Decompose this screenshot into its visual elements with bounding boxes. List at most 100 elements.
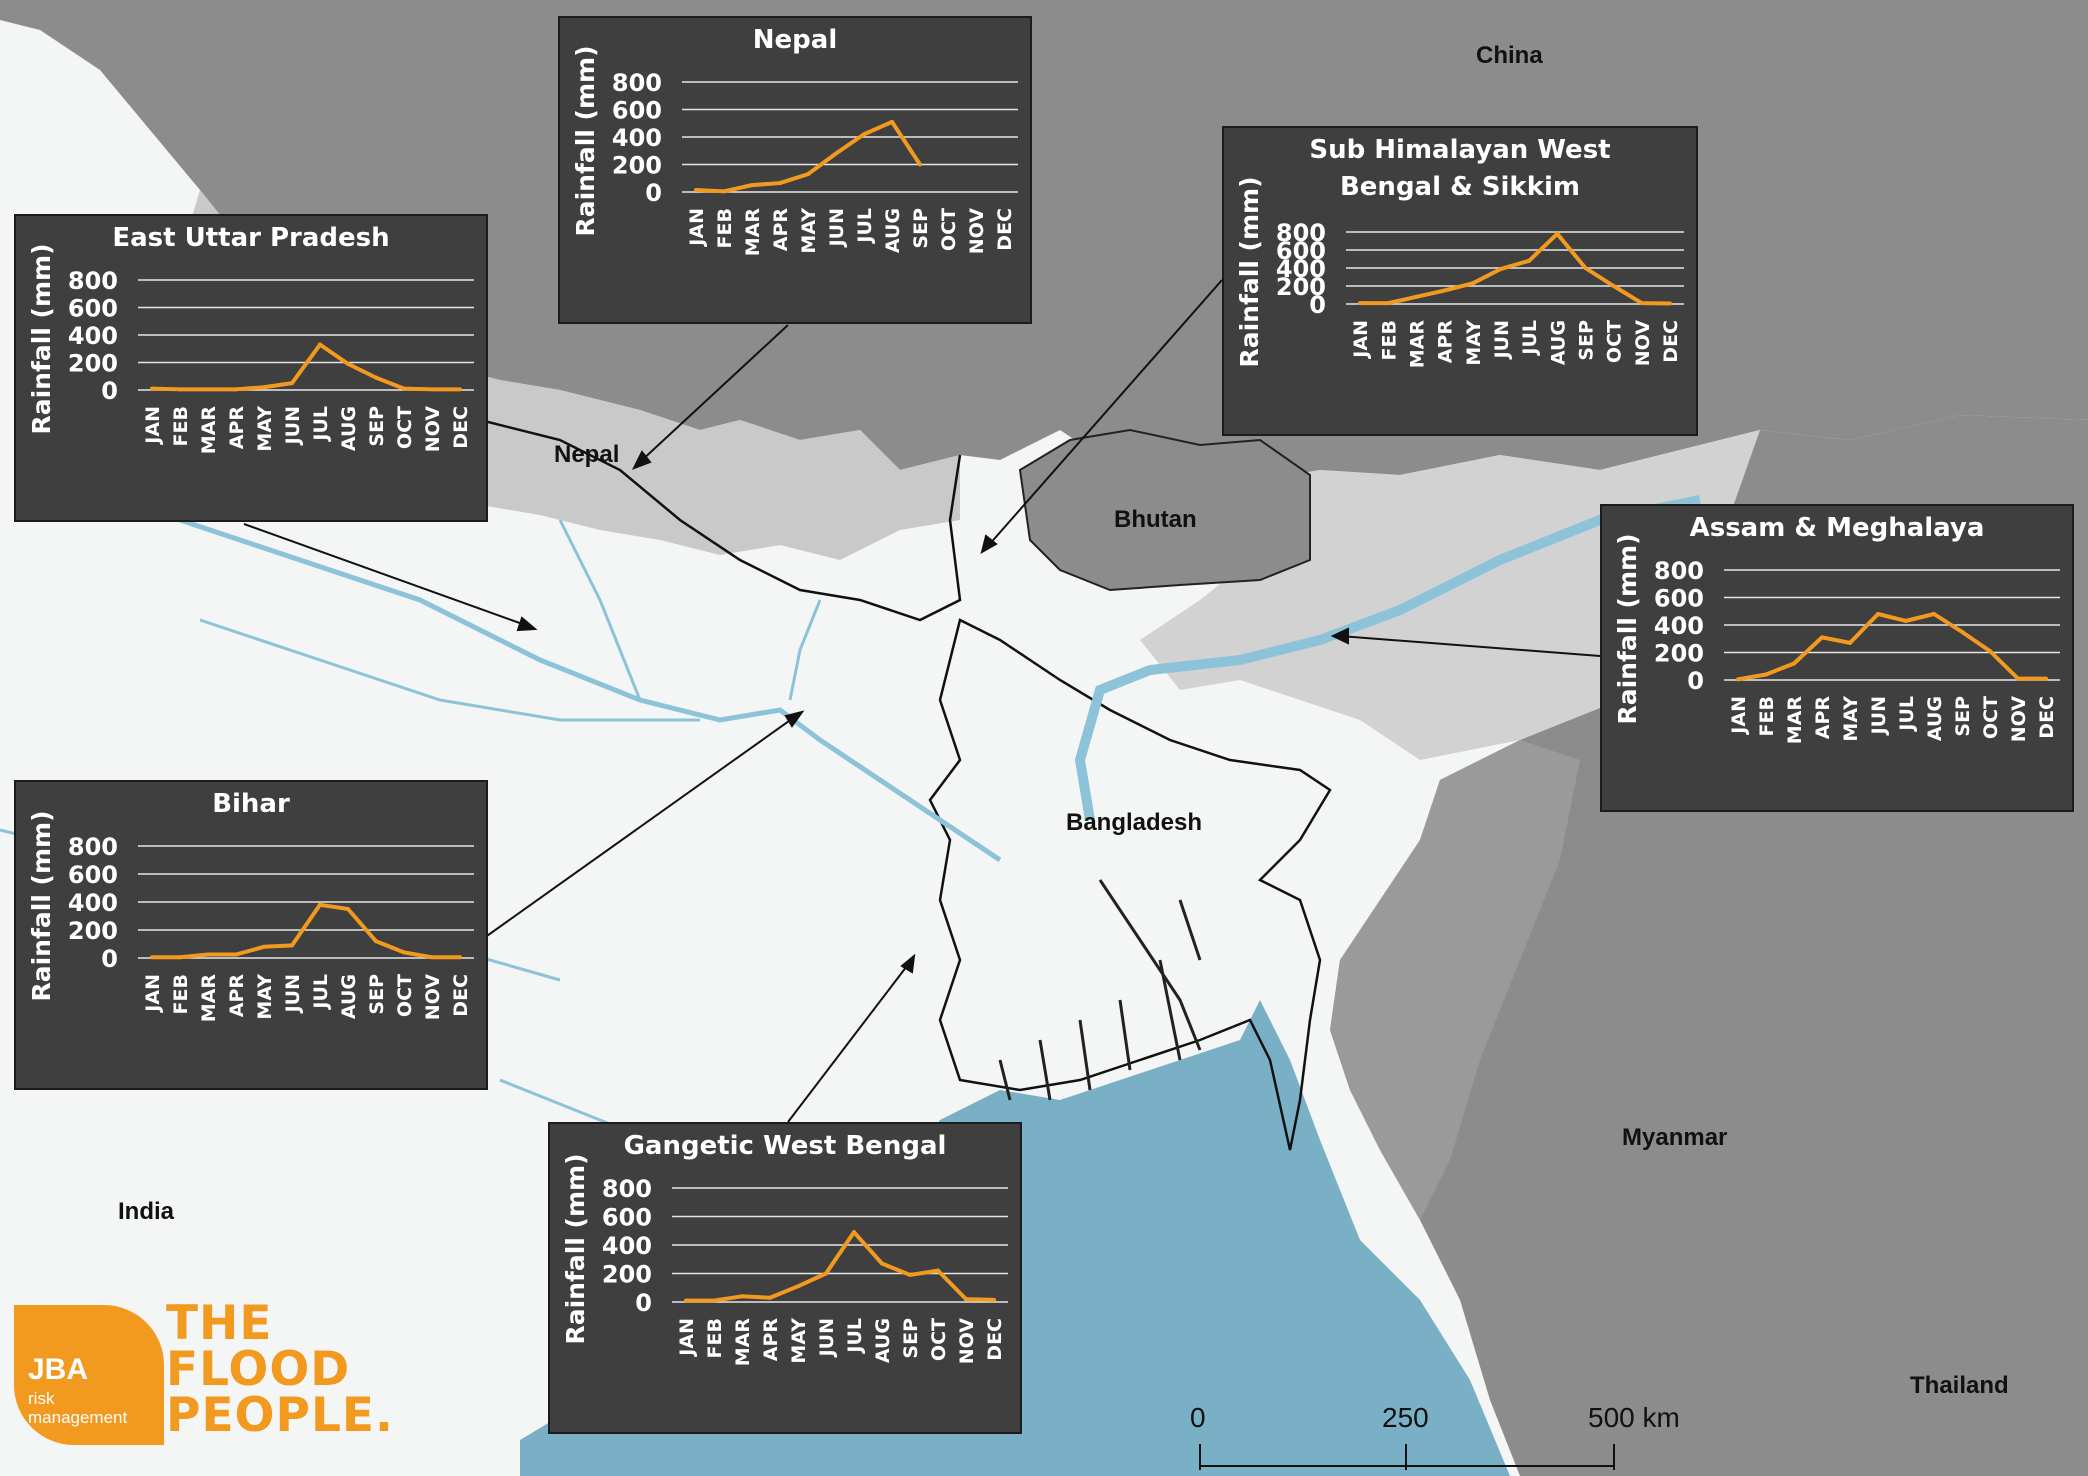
chart-title: Gangetic West Bengal [623,1131,947,1161]
data-point [992,1297,996,1302]
x-tick-label: MAR [732,1318,754,1367]
x-tick-label: DEC [1660,320,1682,363]
data-point [722,189,726,194]
y-tick-label: 400 [1276,255,1326,283]
arrow-nepal [639,324,789,463]
x-tick-label: JUL [1896,696,1918,733]
x-tick-label: JAN [1350,320,1372,360]
ganges-river [179,517,1002,863]
label-china: China [1476,42,1543,69]
x-tick-label: FEB [714,208,736,248]
arrow-assam [1339,635,1601,657]
data-point [1792,661,1796,666]
data-point [458,955,462,960]
logo-jba-text: JBA [28,1353,89,1386]
y-tick-label: 200 [68,350,118,378]
label-nepal: Nepal [554,441,620,468]
x-tick-label: MAY [254,974,276,1020]
data-point [796,1284,800,1289]
x-tick-label: AUG [882,208,904,253]
data-point [1583,266,1588,270]
series-line [1360,231,1670,306]
x-tick-label: DEC [450,406,472,449]
data-point [262,385,266,390]
x-tick-label: JUN [1868,696,1890,736]
y-tick-label: 800 [1276,219,1326,247]
x-tick-label: MAR [198,974,220,1023]
x-tick-label: JAN [676,1318,698,1358]
x-tick-label: MAR [742,208,764,257]
x-tick-label: FEB [704,1318,726,1358]
x-tick-label: JAN [1728,696,1750,736]
logo-slogan-line: THE [166,1296,273,1351]
arrowhead [516,616,538,632]
x-tick-label: MAR [1406,320,1428,369]
logo-slogan: THE FLOOD PEOPLE. [166,1296,394,1439]
data-point [206,387,210,392]
x-tick-label: JUN [826,208,848,248]
x-tick-label: JUL [310,406,332,443]
delta-channels [998,879,1202,1101]
y-tick-label: 0 [635,1289,652,1317]
x-tick-label: FEB [1756,696,1778,736]
y-tick-label: 0 [1687,667,1704,695]
data-point [374,375,378,380]
x-tick-label: NOV [966,208,988,255]
data-point [1442,288,1447,293]
data-point [206,952,210,957]
data-point [234,952,238,957]
x-tick-label: JAN [686,208,708,248]
x-tick-label: JUN [816,1318,838,1358]
x-tick-label: NOV [2008,696,2030,743]
data-point [1820,635,1824,640]
data-point [1904,618,1908,623]
data-point [778,181,782,186]
myanmar-hills [1330,740,1580,1220]
data-point [1960,629,1964,634]
x-tick-label: OCT [928,1318,950,1361]
y-tick-label: 800 [68,267,118,295]
x-tick-label: FEB [1378,320,1400,360]
data-point [740,1294,744,1299]
x-tick-label: JUL [854,208,876,245]
x-tick-label: MAY [254,406,276,452]
data-point [1848,640,1852,645]
arrow-gangetic [787,961,911,1123]
x-tick-label: DEC [450,974,472,1017]
x-tick-label: APR [226,406,248,450]
data-point [346,361,350,366]
x-tick-label: SEP [910,208,932,249]
y-tick-label: 0 [645,179,662,207]
arrowhead [900,953,916,974]
x-tick-label: FEB [170,406,192,446]
x-tick-label: AUG [1924,696,1946,741]
x-tick-label: OCT [394,974,416,1017]
label-thailand: Thailand [1910,1372,2009,1399]
data-point [374,939,378,944]
tributary-river [199,519,822,722]
data-point [402,386,406,391]
scale-label-0: 0 [1190,1402,1206,1433]
logo-slogan-line: FLOOD [166,1342,351,1397]
data-point [806,172,810,177]
data-point [290,943,294,948]
label-myanmar: Myanmar [1622,1124,1728,1151]
y-tick-label: 600 [1654,585,1704,613]
data-point [318,342,322,347]
y-tick-label: 0 [101,945,118,973]
chart-panel-east-uttar-pradesh: East Uttar Pradesh 0 200 400 600 800 Rainfall… [14,214,488,522]
y-tick-label: 600 [1276,237,1326,265]
bhutan-territory [1018,428,1311,592]
y-axis-label: Rainfall (mm) [27,243,56,434]
data-point [1988,649,1992,654]
arrowhead [1330,627,1349,645]
x-tick-label: OCT [1980,696,2002,739]
data-point [684,1298,688,1303]
data-point [712,1298,716,1303]
x-tick-label: MAR [1784,696,1806,745]
y-tick-label: 0 [1309,291,1326,319]
data-point [318,902,322,907]
x-tick-label: APR [1812,696,1834,740]
